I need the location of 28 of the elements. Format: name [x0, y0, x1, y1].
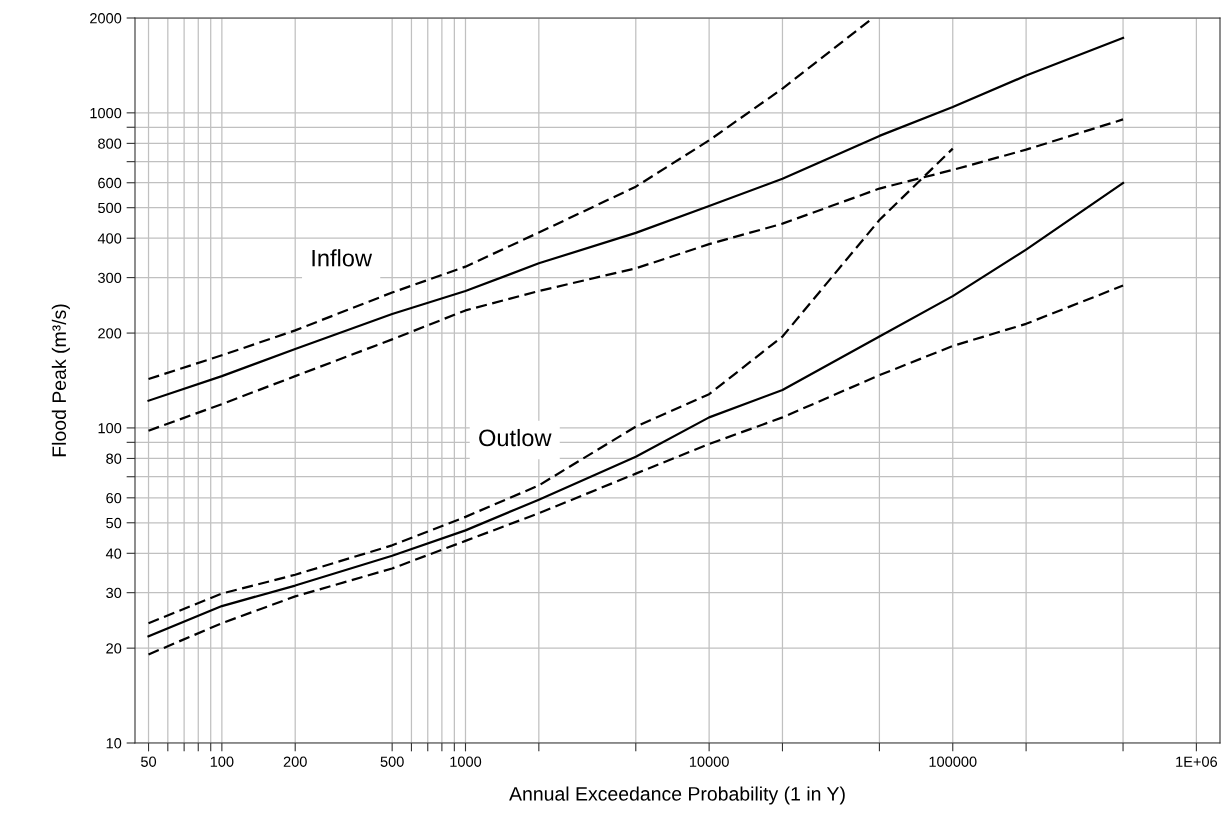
y-tick-label: 200: [98, 328, 122, 339]
y-tick-label: 10: [106, 738, 122, 749]
y-tick-label: 500: [98, 202, 122, 214]
y-tick-label: 40: [105, 548, 122, 559]
y-tick-label: 800: [98, 138, 122, 149]
text: Inflow: [312, 249, 373, 267]
x-tick-label: 200: [283, 756, 307, 767]
x-tick-label: 100000: [929, 756, 977, 767]
y-tick-label: 100: [98, 423, 122, 434]
y-tick-label: 50: [106, 517, 122, 529]
y-tick-label: 300: [98, 272, 122, 284]
y-tick-label: 1000: [90, 107, 122, 119]
y-tick-label: 60: [106, 492, 122, 504]
x-axis-title: Annual Exceedance Probability (1 in Y): [509, 786, 845, 805]
y-tick-label: 2000: [90, 13, 122, 24]
x-tick-label: 50: [141, 756, 157, 767]
y-tick-label: 30: [106, 587, 122, 599]
x-tick-label: 1E+06: [1176, 756, 1218, 767]
y-tick-label: 20: [106, 643, 122, 654]
y-tick-label: 80: [106, 453, 122, 464]
x-tick-label: 10000: [689, 756, 729, 767]
y-axis-title: Flood Peak (m³/s): [51, 304, 70, 457]
y-tick-label: 600: [98, 177, 122, 189]
y-tick-label: 400: [97, 233, 122, 244]
x-tick-label: 100: [210, 756, 234, 767]
x-tick-label: 1000: [450, 756, 482, 767]
series-label: Outlow: [479, 428, 552, 447]
x-tick-label: 500: [380, 756, 404, 767]
